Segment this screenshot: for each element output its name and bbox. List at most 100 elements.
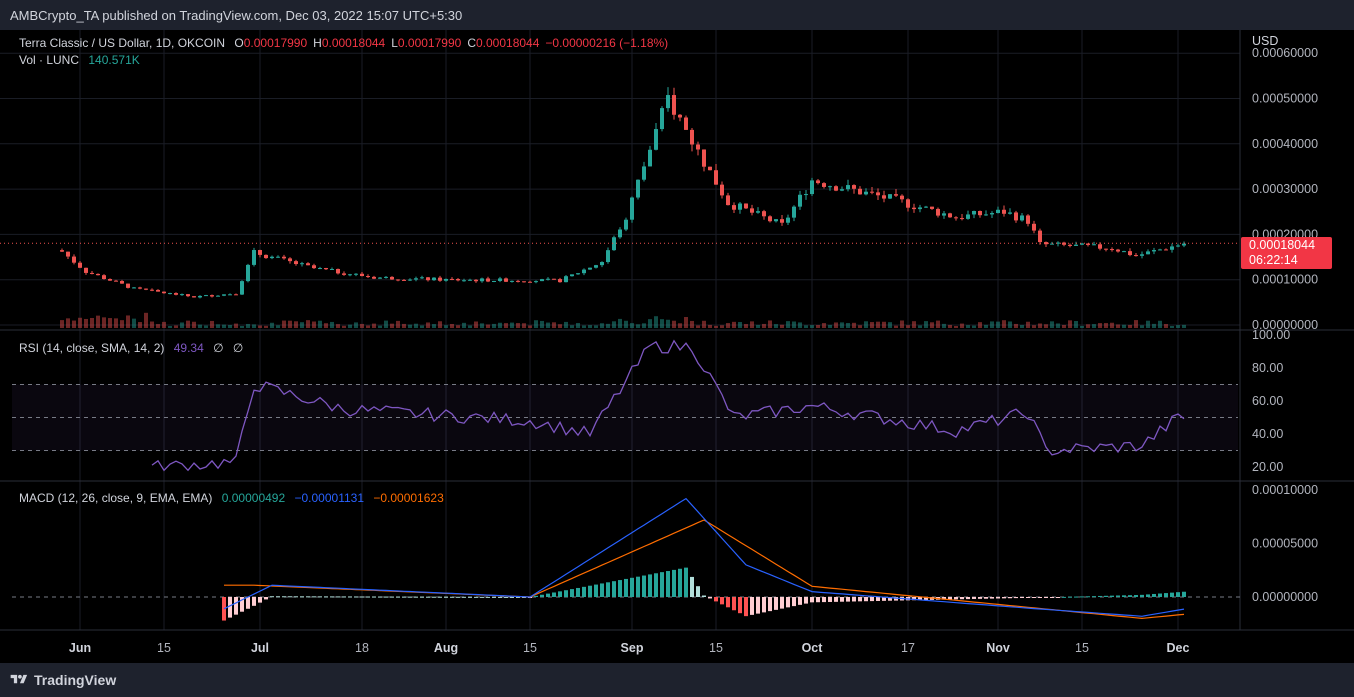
candle-body bbox=[762, 211, 766, 217]
candle-body bbox=[1176, 245, 1180, 247]
macd-histogram-bar bbox=[1128, 595, 1132, 597]
time-axis-label: Oct bbox=[802, 641, 824, 655]
candle-body bbox=[1074, 244, 1078, 246]
candle-body bbox=[1026, 215, 1030, 224]
volume-bar bbox=[90, 317, 94, 328]
volume-bar bbox=[1110, 322, 1114, 328]
macd-histogram-bar bbox=[1074, 596, 1078, 598]
candle-body bbox=[162, 291, 166, 294]
volume-bar bbox=[570, 325, 574, 328]
volume-bar bbox=[738, 322, 742, 328]
volume-bar bbox=[576, 323, 580, 328]
candle-body bbox=[966, 214, 970, 219]
macd-histogram-bar bbox=[270, 596, 274, 598]
volume-bar bbox=[684, 317, 688, 328]
macd-histogram-bar bbox=[348, 596, 352, 598]
volume-bar bbox=[942, 323, 946, 328]
volume-bar bbox=[444, 325, 448, 328]
candle-body bbox=[690, 129, 694, 145]
candle-body bbox=[246, 264, 250, 282]
volume-bar bbox=[1074, 321, 1078, 328]
volume-bar bbox=[1068, 320, 1072, 328]
rsi-axis-label: 100.00 bbox=[1252, 328, 1290, 342]
chart-svg[interactable]: 0.00060000 0.00050000 0.00040000 0.00030000… bbox=[0, 30, 1354, 663]
candle-body bbox=[822, 183, 826, 187]
candle-body bbox=[642, 166, 646, 180]
volume-bar bbox=[810, 325, 814, 328]
volume-bars bbox=[60, 312, 1186, 328]
l-label: L bbox=[391, 36, 398, 50]
candle-body bbox=[438, 277, 442, 281]
volume-bar bbox=[978, 322, 982, 328]
macd-histogram-bar bbox=[624, 578, 628, 597]
candle-body bbox=[990, 213, 994, 215]
candle-body bbox=[192, 296, 196, 298]
volume-bar bbox=[1140, 325, 1144, 328]
volume-bar bbox=[270, 322, 274, 328]
rsi-band-fill bbox=[12, 384, 1238, 451]
volume-bar bbox=[1002, 320, 1006, 328]
volume-bar bbox=[510, 322, 514, 328]
macd-legend: MACD (12, 26, close, 9, EMA, EMA) 0.0000… bbox=[19, 491, 450, 505]
volume-bar bbox=[66, 318, 70, 328]
candle-body bbox=[936, 208, 940, 216]
volume-bar bbox=[654, 316, 658, 328]
candle-body bbox=[222, 294, 226, 296]
macd-histogram-bar bbox=[1170, 592, 1174, 597]
volume-bar bbox=[450, 323, 454, 328]
macd-histogram-bar bbox=[966, 597, 970, 600]
volume-bar bbox=[228, 325, 232, 328]
volume-bar bbox=[384, 320, 388, 328]
macd-histogram-bar bbox=[444, 596, 448, 598]
macd-histogram-bar bbox=[732, 597, 736, 611]
candle-body bbox=[186, 294, 190, 297]
rsi-band bbox=[12, 384, 1240, 598]
volume-bar bbox=[990, 321, 994, 328]
candle-body bbox=[696, 144, 700, 150]
macd-label[interactable]: MACD (12, 26, close, 9, EMA, EMA) bbox=[19, 491, 213, 505]
price-axis-label: 0.00030000 bbox=[1252, 182, 1318, 196]
rsi-label[interactable]: RSI (14, close, SMA, 14, 2) bbox=[19, 341, 165, 355]
candle-body bbox=[402, 279, 406, 281]
candle-body bbox=[336, 268, 340, 274]
macd-histogram-bar bbox=[480, 596, 484, 598]
candle-body bbox=[1146, 251, 1150, 255]
macd-histogram-bar bbox=[612, 581, 616, 597]
volume-bar bbox=[984, 324, 988, 328]
volume-bar bbox=[828, 324, 832, 328]
chart-area[interactable]: 0.00060000 0.00050000 0.00040000 0.00030000… bbox=[0, 30, 1354, 663]
volume-bar bbox=[972, 325, 976, 328]
volume-bar bbox=[336, 324, 340, 328]
candle-body bbox=[174, 293, 178, 295]
candle-body bbox=[372, 276, 376, 279]
volume-bar bbox=[348, 324, 352, 328]
macd-histogram-bar bbox=[1026, 597, 1030, 598]
volume-bar bbox=[1158, 320, 1162, 328]
volume-bar bbox=[1170, 325, 1174, 328]
macd-histogram-bar bbox=[540, 594, 544, 597]
vol-label[interactable]: Vol · LUNC bbox=[19, 53, 80, 67]
candle-body bbox=[468, 279, 472, 281]
macd-histogram-bar bbox=[600, 583, 604, 597]
volume-bar bbox=[1128, 324, 1132, 328]
candle-body bbox=[252, 250, 256, 265]
symbol-label[interactable]: Terra Classic / US Dollar, 1D, OKCOIN bbox=[19, 36, 226, 50]
volume-bar bbox=[846, 322, 850, 328]
tradingview-logo-icon bbox=[10, 674, 28, 684]
c-value: 0.00018044 bbox=[475, 36, 540, 50]
price-axis-label: 0.00000000 bbox=[1252, 318, 1318, 332]
volume-bar bbox=[1134, 320, 1138, 328]
macd-histogram-bar bbox=[1098, 595, 1102, 597]
candle-body bbox=[1122, 251, 1126, 253]
volume-bar bbox=[204, 325, 208, 328]
currency-label[interactable]: USD bbox=[1252, 34, 1279, 48]
candle-body bbox=[906, 199, 910, 208]
macd-histogram-bar bbox=[570, 589, 574, 597]
macd-histogram-bar bbox=[654, 573, 658, 597]
macd-histogram-bar bbox=[726, 597, 730, 608]
macd-histogram-bar bbox=[318, 596, 322, 598]
macd-histogram-bar bbox=[648, 574, 652, 597]
publisher-bar: AMBCrypto_TA published on TradingView.co… bbox=[0, 0, 1354, 30]
volume-bar bbox=[912, 321, 916, 328]
candle-body bbox=[630, 197, 634, 220]
